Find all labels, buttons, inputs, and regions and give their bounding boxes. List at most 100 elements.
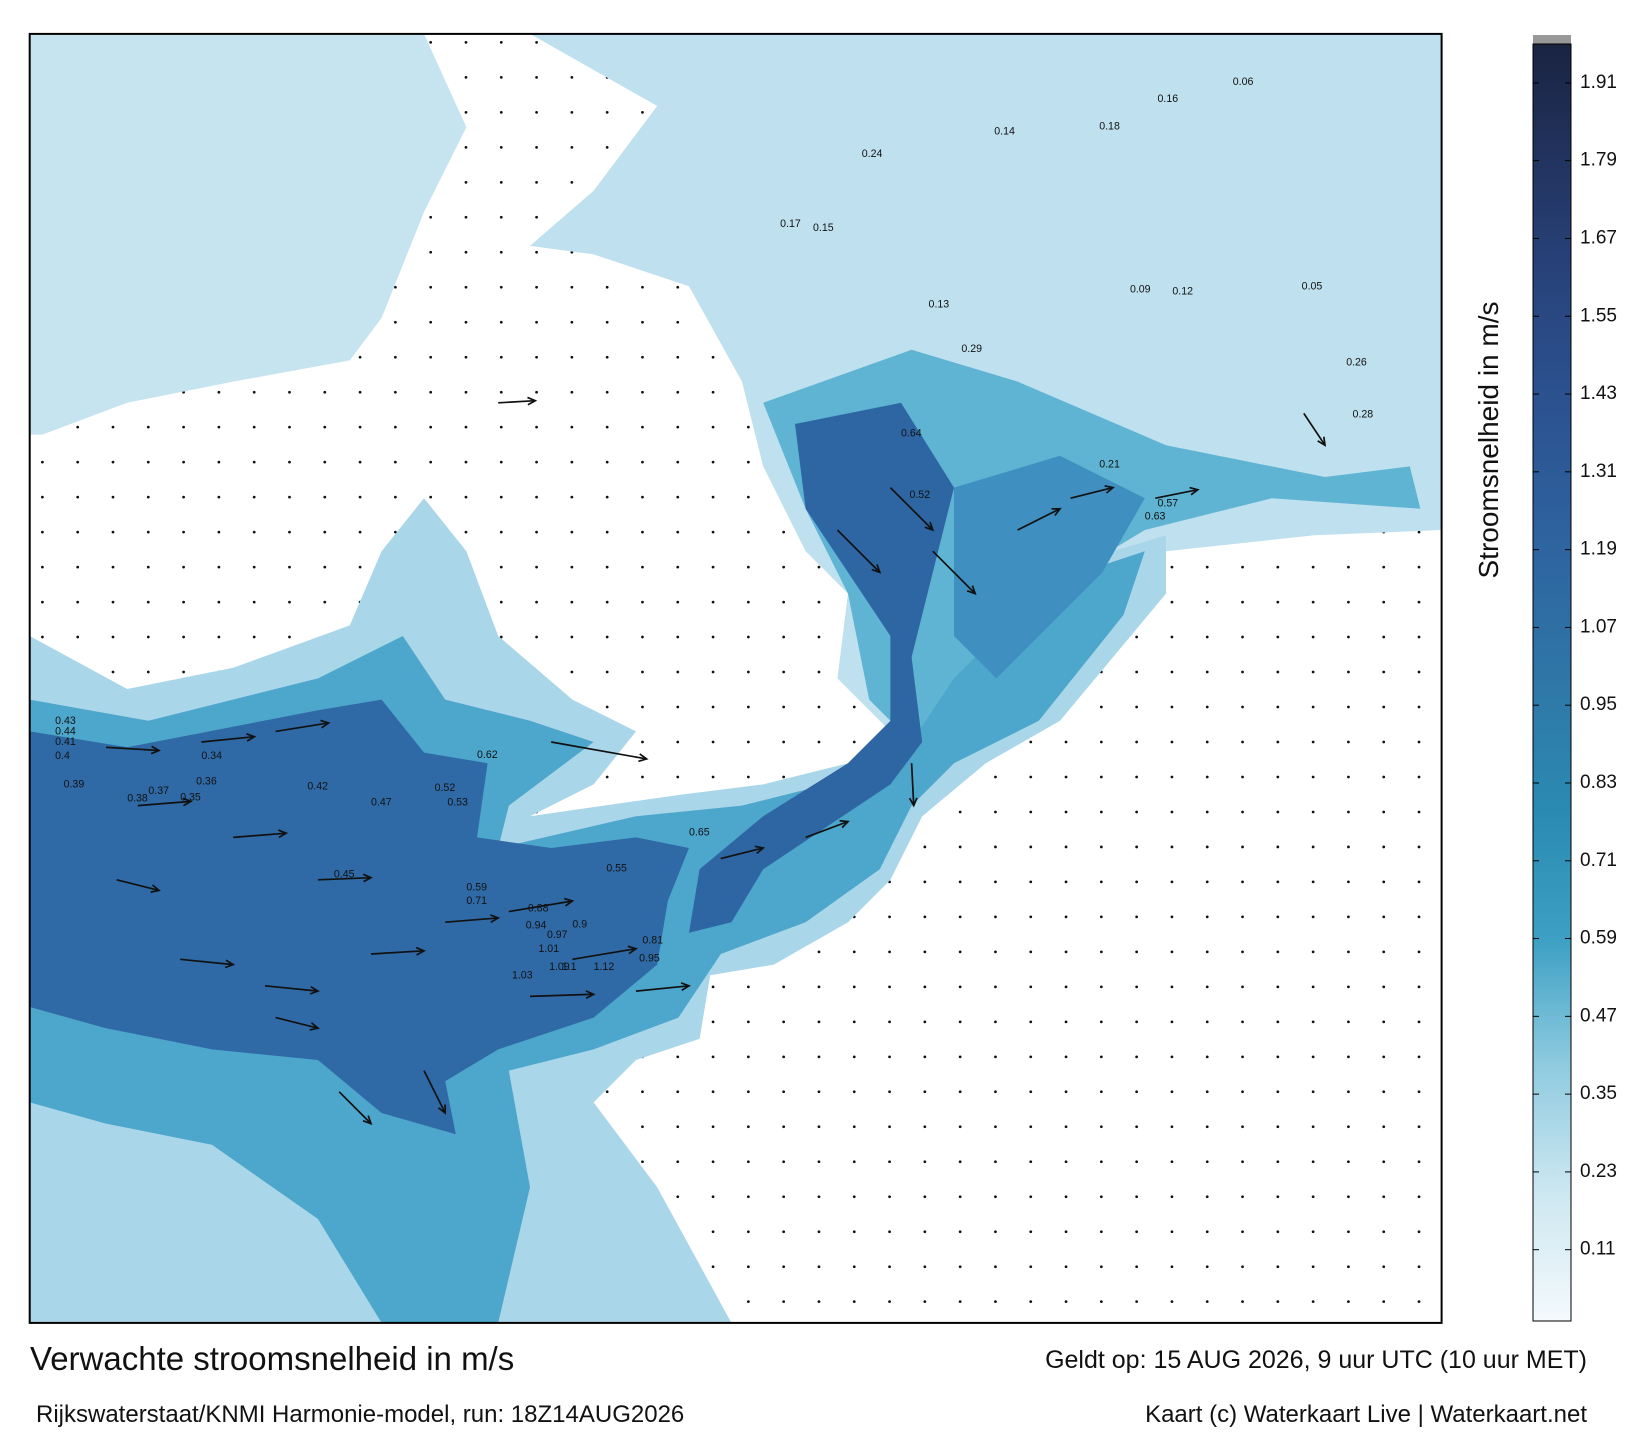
grid-dot [1135,845,1139,849]
grid-dot [1276,1125,1280,1129]
grid-dot [1417,1230,1421,1234]
grid-dot [852,705,856,709]
grid-dot [570,530,574,534]
grid-dot [994,950,997,954]
grid-dot [1205,810,1209,814]
grid-dot [1382,1300,1386,1304]
grid-dot [1135,1300,1139,1304]
grid-dot [570,565,574,569]
grid-dot [958,950,962,954]
grid-dot [605,355,609,359]
grid-dot [217,460,221,464]
grid-dot [1135,1090,1139,1094]
speed-label: 0.9 [572,918,587,930]
speed-label: 0.57 [1158,498,1179,510]
grid-dot [535,460,538,464]
grid-dot [817,1055,821,1059]
grid-dot [570,390,574,394]
grid-dot [676,600,680,604]
grid-dot [1311,915,1315,919]
grid-dot [394,460,397,464]
grid-dot [1135,1160,1139,1164]
speed-label: 0.4 [55,750,70,762]
grid-dot [1311,845,1315,849]
grid-dot [182,565,185,569]
grid-dot [1064,1125,1068,1129]
grid-dot [605,145,609,149]
speed-label: 0.97 [547,929,568,941]
arrow-head [1104,485,1115,494]
grid-dot [641,460,644,464]
grid-dot [1311,880,1315,884]
grid-dot [1241,985,1244,989]
grid-dot [1029,1055,1033,1059]
grid-dot [782,1090,786,1094]
grid-dot [1311,670,1315,674]
grid-dot [1311,1300,1315,1304]
grid-dot [323,495,327,499]
grid-dot [1347,600,1350,604]
grid-dot [182,530,185,534]
arrow-head [839,819,850,829]
grid-dot [146,460,150,464]
grid-dot [1064,1300,1068,1304]
grid-dot [1064,1020,1068,1024]
grid-dot [1347,565,1350,569]
grid-dot [1276,635,1280,639]
grid-dot [429,495,433,499]
grid-dot [1135,740,1139,744]
grid-dot [1170,1160,1174,1164]
arrow-head [908,797,918,808]
colorbar-tick-label: 0.95 [1580,694,1617,715]
arrow-head [924,521,935,532]
grid-dot [1064,845,1068,849]
grid-dot [711,390,715,394]
arrow-shaft [1303,412,1326,446]
colorbar-tick-label: 1.19 [1580,539,1617,560]
grid-dot [288,565,291,569]
grid-dot [923,1195,927,1199]
grid-dot [1205,705,1209,709]
grid-dot [111,425,115,429]
grid-dot [358,425,362,429]
arrow-head [362,1115,373,1125]
arrow-shaft [508,900,573,913]
grid-dot [1135,1265,1139,1269]
grid-dot [252,460,256,464]
speed-label: 1.09 [549,961,570,973]
arrow-head [182,797,193,807]
grid-dot [252,530,256,534]
colorbar-cap [1533,35,1571,45]
arrow-head [489,914,501,923]
credit: Kaart (c) Waterkaart Live | Waterkaart.n… [1145,1401,1587,1428]
grid-dot [1241,1160,1244,1164]
grid-dot [852,1020,856,1024]
grid-dot [958,1265,962,1269]
grid-dot [499,460,503,464]
grid-dot [782,565,786,569]
grid-dot [641,530,644,534]
grid-dot [535,145,538,149]
speed-label: 0.15 [813,222,834,234]
grid-dot [1241,565,1244,569]
grid-dot [535,250,538,254]
grid-dot [1276,950,1280,954]
grid-dot [605,495,609,499]
grid-dot [676,635,680,639]
grid-dot [464,41,468,44]
grid-dot [1205,1055,1209,1059]
grid-dot [1064,740,1068,744]
grid-dot [782,530,786,534]
grid-dot [499,600,503,604]
grid-dot [182,425,185,429]
grid-dot [76,635,80,639]
grid-dot [217,425,221,429]
grid-dot [1417,670,1421,674]
grid-dot [1099,1195,1103,1199]
grid-dot [1382,1230,1386,1234]
grid-dot [570,110,574,114]
grid-dot [288,530,291,534]
arrow-shaft [498,399,536,404]
grid-dot [1276,1230,1280,1234]
grid-dot [1347,1055,1350,1059]
